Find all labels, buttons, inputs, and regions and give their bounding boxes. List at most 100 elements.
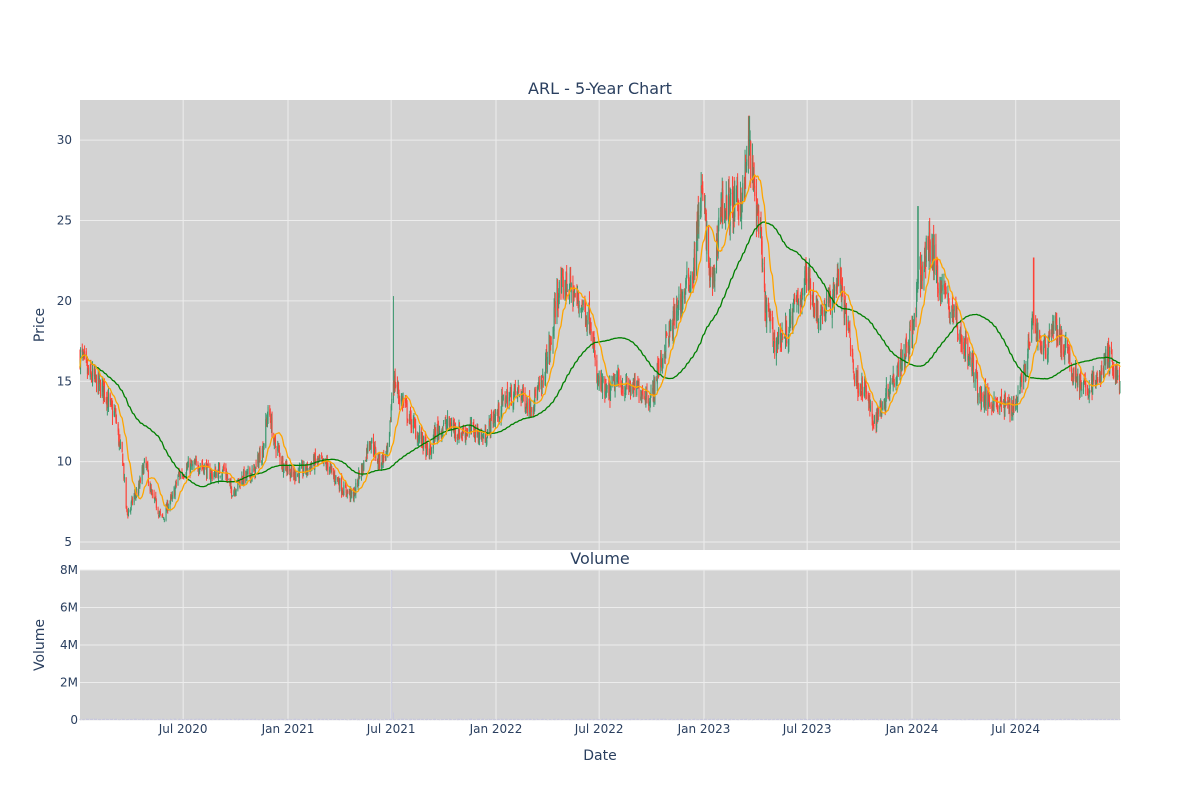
volume-bar [722, 719, 724, 720]
volume-bar [761, 719, 763, 721]
candle-body [880, 404, 882, 410]
candle [427, 442, 429, 456]
candle-body [618, 377, 620, 380]
candle-body [605, 386, 607, 391]
volume-bar [498, 718, 500, 720]
candle-body [346, 493, 348, 496]
candle-body [206, 464, 208, 477]
candle-body [147, 470, 149, 484]
volume-bar [338, 719, 340, 720]
volume-bar [137, 718, 139, 720]
candle [313, 454, 315, 467]
volume-bar [640, 719, 642, 721]
volume-bar [811, 719, 813, 720]
candle-body [169, 501, 171, 508]
candle-body [481, 435, 483, 437]
candle-body [582, 300, 584, 305]
candle [665, 324, 667, 359]
candle-body [917, 270, 919, 284]
candle-body [766, 304, 768, 324]
candle-body [482, 436, 484, 439]
volume-bar [318, 718, 320, 720]
candle [1104, 352, 1106, 366]
volume-bar [849, 719, 851, 720]
candle [1027, 348, 1029, 377]
volume-bar [573, 718, 575, 720]
candle [1061, 329, 1063, 361]
volume-bar [290, 719, 292, 721]
candle-body [1108, 344, 1110, 357]
candle [895, 377, 897, 391]
candle [101, 376, 103, 399]
candle-body [1110, 347, 1112, 352]
volume-bar [828, 718, 830, 720]
candle [841, 277, 843, 297]
candle-body [362, 463, 364, 476]
volume-bar [717, 718, 719, 720]
volume-bar [541, 719, 543, 720]
candle [875, 412, 877, 434]
candle-body [857, 370, 859, 393]
candle [213, 470, 215, 478]
candle-body [880, 403, 882, 414]
volume-bar [818, 718, 820, 720]
volume-bar [822, 718, 824, 720]
candle-body [664, 351, 666, 356]
candle-body [473, 424, 475, 434]
volume-bar [845, 718, 847, 720]
candle-body [464, 430, 466, 438]
candle [892, 375, 894, 384]
candle-body [1008, 399, 1010, 412]
volume-bar [247, 718, 249, 720]
volume-bar [706, 719, 708, 721]
candle [490, 409, 492, 422]
candle-body [857, 390, 859, 394]
price-y-tick-label: 15 [57, 374, 72, 388]
volume-bar [88, 718, 90, 720]
candle-body [522, 386, 524, 396]
candle [485, 437, 487, 447]
candle-body [704, 208, 706, 213]
volume-bar [493, 718, 495, 720]
candle [553, 326, 555, 337]
candle-body [777, 339, 779, 345]
candle [822, 306, 824, 325]
candle [904, 355, 906, 371]
volume-bar [467, 719, 469, 721]
candle-body [759, 223, 761, 229]
candle-body [625, 380, 627, 392]
candle [145, 456, 147, 468]
candle [759, 217, 761, 239]
candle-body [636, 380, 638, 383]
candle-body [189, 462, 191, 474]
candle-body [414, 423, 416, 426]
candle-body [979, 387, 981, 398]
candle [493, 410, 495, 427]
volume-bar [745, 718, 747, 720]
candle [86, 359, 88, 367]
candle-body [434, 427, 436, 442]
volume-bar [155, 719, 157, 720]
volume-bar [518, 719, 520, 720]
candle-body [1015, 398, 1017, 405]
candle-body [142, 466, 144, 475]
candle-body [121, 441, 123, 452]
volume-bar [123, 719, 125, 720]
candle [281, 455, 283, 472]
candle-body [170, 496, 172, 501]
candle [969, 351, 971, 367]
candle [158, 514, 160, 519]
candle-body [282, 458, 284, 472]
candle [633, 379, 635, 391]
candle-body [798, 304, 800, 306]
candle-body [197, 463, 199, 470]
candle [629, 379, 631, 393]
candle-body [255, 466, 257, 478]
candle [701, 174, 703, 195]
volume-bar [382, 719, 384, 721]
candle-body [1051, 329, 1053, 334]
candle [968, 353, 970, 366]
candle-body [139, 480, 141, 483]
candle-body [861, 380, 863, 398]
volume-bar [676, 719, 678, 720]
